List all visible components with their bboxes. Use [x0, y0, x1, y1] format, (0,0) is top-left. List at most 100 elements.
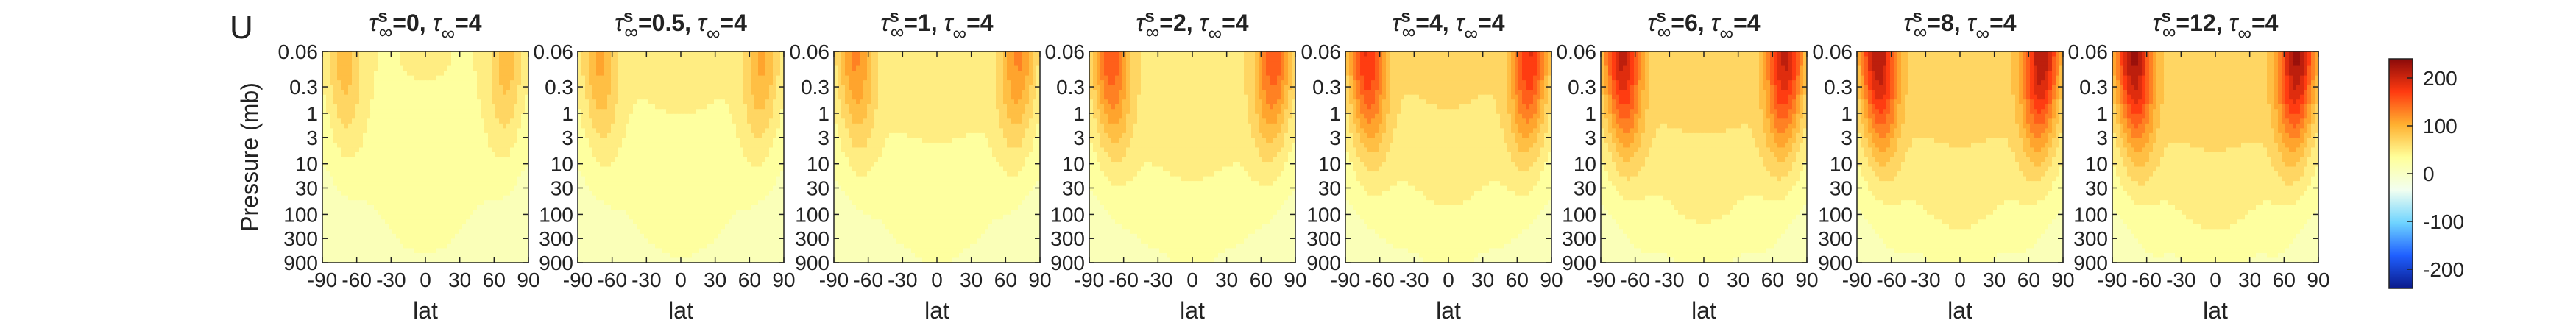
- y-tick-label: 300: [1562, 227, 1596, 250]
- y-tick-label: 0.3: [801, 76, 829, 99]
- x-tick-label: -90: [2098, 269, 2127, 291]
- heatmap-field: [834, 51, 1040, 263]
- x-tick-label: 0: [675, 269, 687, 291]
- x-tick-label: 30: [1983, 269, 2006, 291]
- x-tick-label: -30: [376, 269, 406, 291]
- panel-title: τs ∞=4, τ∞=4: [1392, 7, 1504, 44]
- x-tick-label: 0: [1698, 269, 1710, 291]
- y-axis-label: Pressure (mb): [236, 82, 263, 232]
- x-tick-label: -90: [1075, 269, 1104, 291]
- y-tick-label: 3: [1585, 127, 1596, 149]
- y-tick-label: 1: [1841, 102, 1853, 125]
- y-tick-label: 1: [2096, 102, 2108, 125]
- y-tick-label: 900: [1050, 252, 1085, 274]
- x-tick-label: 30: [1471, 269, 1494, 291]
- x-tick-label: 90: [1795, 269, 1818, 291]
- colorbar-tick-label: -200: [2423, 258, 2464, 281]
- panel-title: τs ∞=12, τ∞=4: [2153, 7, 2279, 44]
- x-tick-label: 0: [1954, 269, 1966, 291]
- x-tick-label: 60: [483, 269, 506, 291]
- y-tick-label: 30: [2085, 177, 2108, 199]
- y-tick-label: 0.06: [1557, 40, 1597, 63]
- y-tick-label: 900: [283, 252, 318, 274]
- y-tick-label: 100: [1050, 203, 1085, 226]
- y-tick-label: 10: [1830, 153, 1853, 176]
- y-tick-label: 30: [807, 177, 829, 199]
- x-tick-label: -90: [1842, 269, 1872, 291]
- y-tick-label: 0.3: [545, 76, 573, 99]
- y-tick-label: 0.3: [2079, 76, 2108, 99]
- y-tick-label: 100: [539, 203, 573, 226]
- colorbar-tick-label: 0: [2423, 163, 2435, 185]
- y-tick-label: 3: [2096, 127, 2108, 149]
- x-axis-label: lat: [668, 297, 693, 324]
- x-tick-label: 30: [1727, 269, 1749, 291]
- heatmap-field: [1089, 51, 1295, 263]
- panel-title: τs ∞=0.5, τ∞=4: [615, 7, 747, 44]
- colorbar-tick-label: 100: [2423, 115, 2458, 138]
- x-tick-label: 30: [2238, 269, 2261, 291]
- x-tick-label: -60: [1365, 269, 1394, 291]
- y-tick-label: 30: [295, 177, 318, 199]
- y-tick-label: 100: [2073, 203, 2108, 226]
- panel-letter: U: [230, 10, 253, 46]
- y-tick-label: 3: [306, 127, 318, 149]
- x-tick-label: 60: [738, 269, 761, 291]
- x-tick-label: 60: [2017, 269, 2040, 291]
- heatmap-field: [1601, 51, 1807, 263]
- y-tick-label: 10: [295, 153, 318, 176]
- x-tick-label: 30: [960, 269, 983, 291]
- x-axis-label: lat: [1947, 297, 1972, 324]
- y-tick-label: 10: [2085, 153, 2108, 176]
- panel-title: τs ∞=6, τ∞=4: [1647, 7, 1760, 44]
- heatmap-field: [578, 51, 784, 263]
- x-tick-label: -30: [1655, 269, 1684, 291]
- y-tick-label: 900: [1562, 252, 1596, 274]
- x-axis-label: lat: [924, 297, 949, 324]
- colorbar-tick-label: -100: [2423, 210, 2464, 233]
- x-tick-label: 30: [704, 269, 726, 291]
- y-tick-label: 1: [818, 102, 829, 125]
- x-tick-label: 90: [1540, 269, 1563, 291]
- x-tick-label: -60: [1876, 269, 1906, 291]
- y-tick-label: 0.3: [1568, 76, 1596, 99]
- x-tick-label: -90: [308, 269, 337, 291]
- y-tick-label: 100: [1306, 203, 1341, 226]
- x-tick-label: -30: [888, 269, 917, 291]
- y-tick-label: 0.3: [1824, 76, 1853, 99]
- y-tick-label: 10: [1574, 153, 1596, 176]
- y-tick-label: 300: [795, 227, 829, 250]
- x-tick-label: 0: [931, 269, 943, 291]
- panel-title: τs ∞=0, τ∞=4: [369, 7, 481, 44]
- panel-title: τs ∞=8, τ∞=4: [1903, 7, 2016, 44]
- x-tick-label: 90: [772, 269, 795, 291]
- x-tick-label: 0: [420, 269, 431, 291]
- x-tick-label: -90: [563, 269, 592, 291]
- y-tick-label: 30: [1830, 177, 1853, 199]
- x-tick-label: -90: [1586, 269, 1616, 291]
- x-axis-label: lat: [1180, 297, 1205, 324]
- heatmap-field: [2112, 51, 2318, 263]
- y-tick-label: 0.3: [289, 76, 318, 99]
- x-tick-label: 60: [2273, 269, 2296, 291]
- panel-title: τs ∞=2, τ∞=4: [1136, 7, 1248, 44]
- y-tick-label: 0.06: [1045, 40, 1086, 63]
- y-tick-label: 300: [1818, 227, 1853, 250]
- x-tick-label: -60: [597, 269, 626, 291]
- y-tick-label: 300: [539, 227, 573, 250]
- y-tick-label: 0.3: [1312, 76, 1341, 99]
- heatmap-field: [322, 51, 528, 263]
- x-tick-label: -90: [1331, 269, 1360, 291]
- x-tick-label: -60: [1108, 269, 1138, 291]
- y-tick-label: 3: [562, 127, 573, 149]
- panel-title: τs ∞=1, τ∞=4: [880, 7, 993, 44]
- x-tick-label: 90: [2051, 269, 2074, 291]
- y-tick-label: 900: [1818, 252, 1853, 274]
- y-tick-label: 3: [818, 127, 829, 149]
- y-tick-label: 0.06: [534, 40, 574, 63]
- x-tick-label: 60: [994, 269, 1017, 291]
